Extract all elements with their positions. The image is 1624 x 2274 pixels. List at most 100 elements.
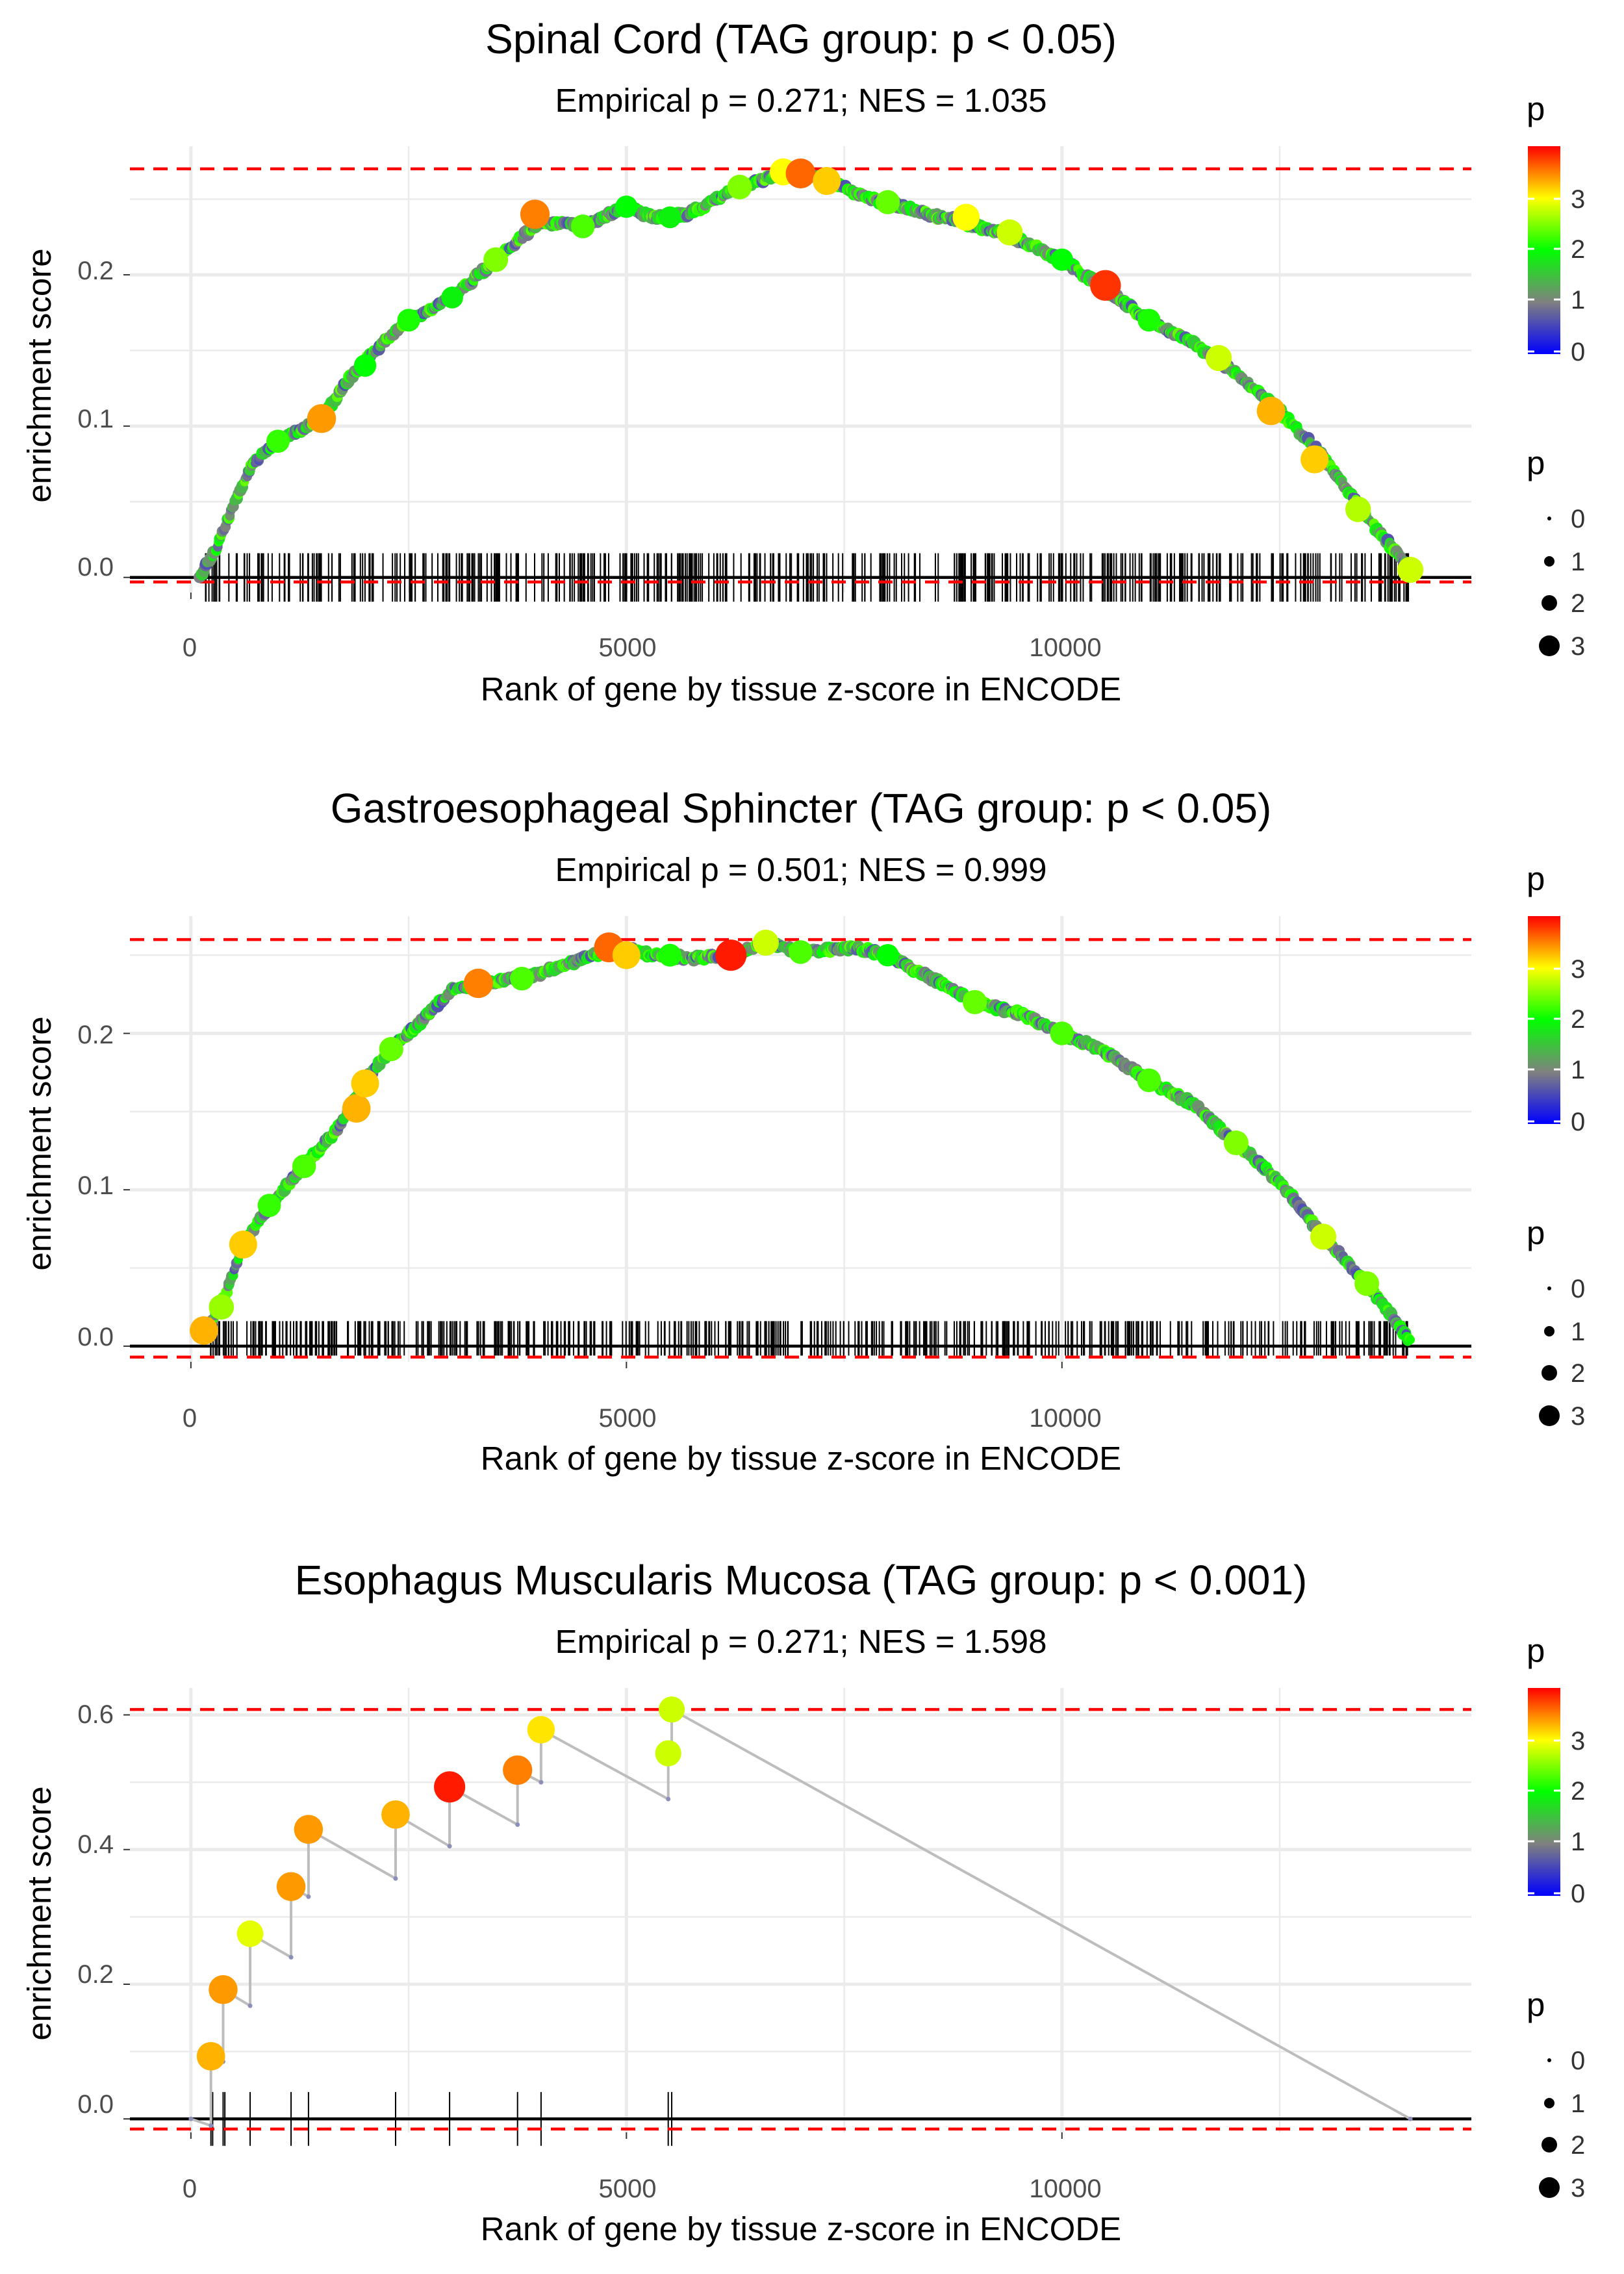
- y-tick-label: 0.2: [77, 1960, 114, 1989]
- legend-label: 0: [1571, 1275, 1585, 1303]
- data-point: [190, 1316, 218, 1345]
- es-step-dot: [515, 1822, 520, 1827]
- es-trace-dots: [194, 165, 1415, 583]
- data-point: [1050, 248, 1073, 271]
- data-point: [397, 309, 420, 332]
- legend-title: p: [1527, 1632, 1545, 1669]
- data-point: [875, 190, 900, 214]
- legend-size-dot: [1544, 556, 1554, 567]
- es-step-dot: [209, 2123, 214, 2128]
- data-point: [963, 990, 987, 1015]
- legend-size-dot: [1547, 1286, 1551, 1290]
- data-point: [527, 1716, 555, 1744]
- y-tick-label: 0.2: [77, 1021, 114, 1049]
- panel-esophagus-muscularis-mucosa: Esophagus Muscularis Mucosa (TAG group: …: [21, 1557, 1471, 2247]
- data-point: [292, 1154, 316, 1179]
- data-point: [510, 967, 534, 991]
- data-point: [463, 968, 493, 999]
- x-tick-label: 0: [183, 1404, 197, 1433]
- data-point: [813, 167, 841, 196]
- legend-size-dot: [1539, 1405, 1560, 1426]
- legend-label: 3: [1571, 185, 1585, 214]
- color-bar: [1528, 146, 1560, 354]
- chart-subtitle: Empirical p = 0.271; NES = 1.035: [555, 82, 1047, 119]
- chart-title: Gastroesophageal Sphincter (TAG group: p…: [331, 785, 1272, 832]
- legend-label: 2: [1571, 1005, 1585, 1034]
- legend-color-p: p 0 1 2 3: [1527, 1632, 1585, 1908]
- legend-label: 3: [1571, 1727, 1585, 1756]
- data-point: [229, 1230, 257, 1258]
- legend-label: 1: [1571, 1828, 1585, 1856]
- legend-label: 0: [1571, 338, 1585, 366]
- legend-size-p: p 0 1 2 3: [1527, 1214, 1585, 1431]
- legend-size-dot: [1544, 2098, 1554, 2108]
- chart-title: Spinal Cord (TAG group: p < 0.05): [485, 16, 1117, 62]
- legend-label: 2: [1571, 1359, 1585, 1388]
- data-point: [1206, 344, 1232, 372]
- data-point: [342, 1094, 371, 1123]
- data-point: [1354, 1271, 1380, 1296]
- x-axis-title: Rank of gene by tissue z-score in ENCODE: [481, 1440, 1121, 1477]
- legend-title: p: [1527, 860, 1545, 897]
- x-tick-label: 5000: [599, 1404, 657, 1433]
- legend-color-p: p 0 1 2 3: [1527, 860, 1585, 1136]
- legend-size-p: p 0 1 2 3: [1527, 444, 1585, 661]
- legend-title: p: [1527, 1986, 1545, 2023]
- legend-label: 2: [1571, 589, 1585, 618]
- y-tick-label: 0.1: [77, 405, 114, 433]
- chart-subtitle: Empirical p = 0.501; NES = 0.999: [555, 851, 1047, 888]
- y-tick-label: 0.6: [77, 1700, 114, 1729]
- data-point: [307, 403, 336, 433]
- plot-area: [123, 916, 1471, 1368]
- es-step-dot: [666, 1796, 671, 1802]
- data-point: [952, 203, 980, 231]
- rug-marks: [210, 1321, 1408, 1356]
- data-point: [1050, 1021, 1074, 1045]
- legend-title: p: [1527, 1214, 1545, 1251]
- x-tick-label: 10000: [1029, 1404, 1101, 1433]
- data-point: [441, 287, 463, 309]
- y-axis-title: enrichment score: [21, 248, 58, 502]
- legend-label: 2: [1571, 1777, 1585, 1806]
- data-point: [1310, 1223, 1337, 1250]
- data-point: [209, 1975, 238, 2004]
- data-point: [789, 940, 813, 964]
- data-point: [727, 174, 752, 199]
- y-axis-title: enrichment score: [21, 1786, 58, 2040]
- legend-size-dot: [1547, 517, 1551, 520]
- es-step-dot: [288, 1955, 294, 1960]
- legend-label: 1: [1571, 1318, 1585, 1346]
- data-point: [276, 1872, 306, 1901]
- x-tick-label: 10000: [1029, 633, 1101, 662]
- data-point: [434, 1771, 466, 1803]
- es-step-dot: [188, 2116, 194, 2121]
- x-tick-label: 0: [183, 633, 197, 662]
- legend-size-dot: [1539, 2177, 1560, 2198]
- y-tick-label: 0.0: [77, 553, 114, 581]
- es-step-dot: [247, 2003, 253, 2008]
- data-point: [659, 206, 681, 229]
- es-step-dot: [447, 1844, 452, 1849]
- legend-label: 0: [1571, 1880, 1585, 1908]
- y-tick-label: 0.0: [77, 2090, 114, 2119]
- x-axis-title: Rank of gene by tissue z-score in ENCODE: [481, 671, 1121, 708]
- legend-label: 0: [1571, 2047, 1585, 2075]
- data-point: [785, 158, 816, 188]
- legend-label: 1: [1571, 2089, 1585, 2118]
- data-point: [236, 1920, 264, 1947]
- chart-title: Esophagus Muscularis Mucosa (TAG group: …: [295, 1557, 1308, 1603]
- plot-area: [123, 1688, 1471, 2146]
- data-point: [658, 1696, 685, 1723]
- color-bar: [1528, 916, 1560, 1124]
- legend-size-dot: [1539, 635, 1560, 656]
- y-tick-label: 0.0: [77, 1323, 114, 1351]
- y-tick-label: 0.2: [77, 257, 114, 285]
- legend-label: 2: [1571, 235, 1585, 264]
- data-point: [996, 219, 1023, 246]
- data-point: [658, 943, 681, 967]
- legend-size-dot: [1547, 2058, 1551, 2062]
- es-step-dot: [393, 1876, 398, 1881]
- data-point: [520, 199, 550, 229]
- data-point: [483, 247, 509, 272]
